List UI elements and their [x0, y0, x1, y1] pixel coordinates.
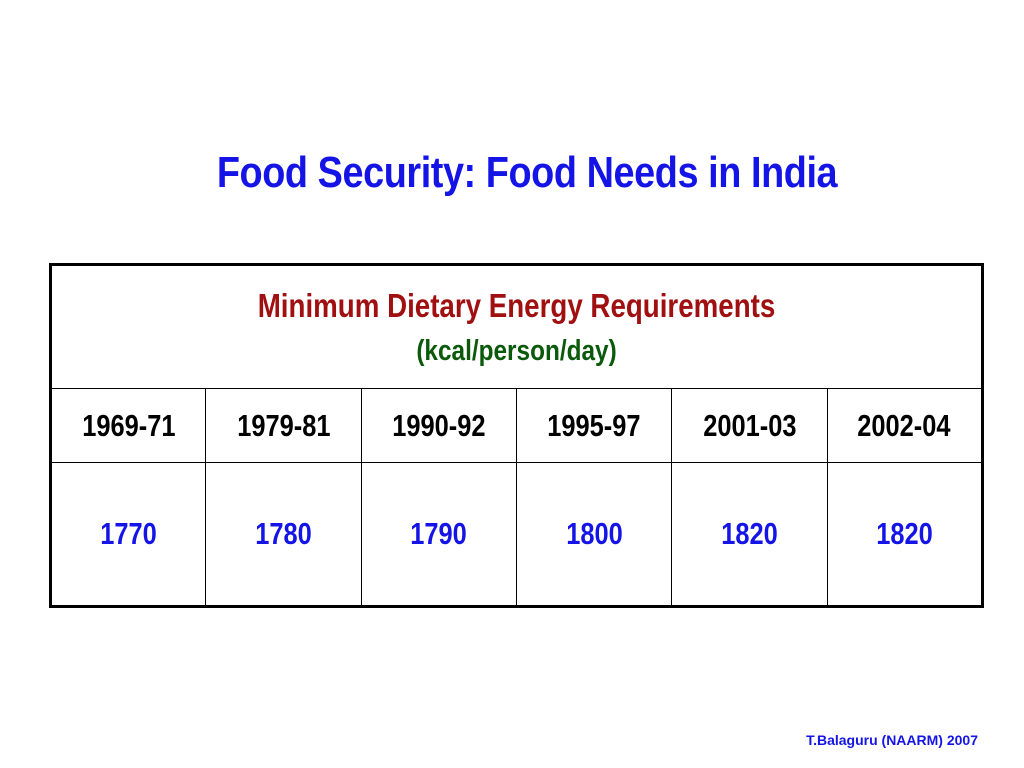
period-label: 2001-03	[702, 407, 797, 443]
table-header-unit: (kcal/person/day)	[416, 334, 617, 367]
table-header-row: Minimum Dietary Energy Requirements (kca…	[50, 264, 983, 389]
period-cell: 1969-71	[49, 388, 207, 463]
slide-footer-credit: T.Balaguru (NAARM) 2007	[806, 732, 978, 748]
period-cell: 2002-04	[826, 388, 984, 463]
period-cell: 1990-92	[360, 388, 517, 463]
value-cell: 1780	[205, 462, 362, 607]
period-label: 2002-04	[857, 407, 951, 443]
slide-title: Food Security: Food Needs in India	[216, 148, 838, 197]
period-label: 1990-92	[392, 407, 486, 443]
value-cell: 1790	[360, 462, 517, 607]
kcal-value: 1820	[876, 516, 933, 551]
period-cell: 1995-97	[515, 388, 673, 463]
period-label: 1979-81	[236, 407, 331, 443]
dietary-energy-table: Minimum Dietary Energy Requirements (kca…	[49, 263, 984, 608]
table-period-row: 1969-71 1979-81 1990-92 1995-97 2001-03 …	[49, 388, 984, 463]
kcal-value: 1820	[721, 516, 778, 551]
kcal-value: 1800	[565, 516, 623, 551]
table-header-cell: Minimum Dietary Energy Requirements (kca…	[50, 264, 983, 389]
table-value-row: 1770 1780 1790 1800 1820 1820	[49, 462, 984, 607]
value-cell: 1820	[826, 462, 984, 607]
period-cell: 1979-81	[205, 388, 362, 463]
value-cell: 1800	[515, 462, 673, 607]
period-label: 1995-97	[547, 407, 641, 443]
period-cell: 2001-03	[671, 388, 828, 463]
period-label: 1969-71	[82, 407, 176, 443]
kcal-value: 1780	[255, 516, 312, 551]
value-cell: 1820	[671, 462, 828, 607]
value-cell: 1770	[49, 462, 207, 607]
kcal-value: 1790	[410, 516, 468, 551]
kcal-value: 1770	[100, 516, 157, 551]
table-header-title: Minimum Dietary Energy Requirements	[257, 286, 776, 324]
